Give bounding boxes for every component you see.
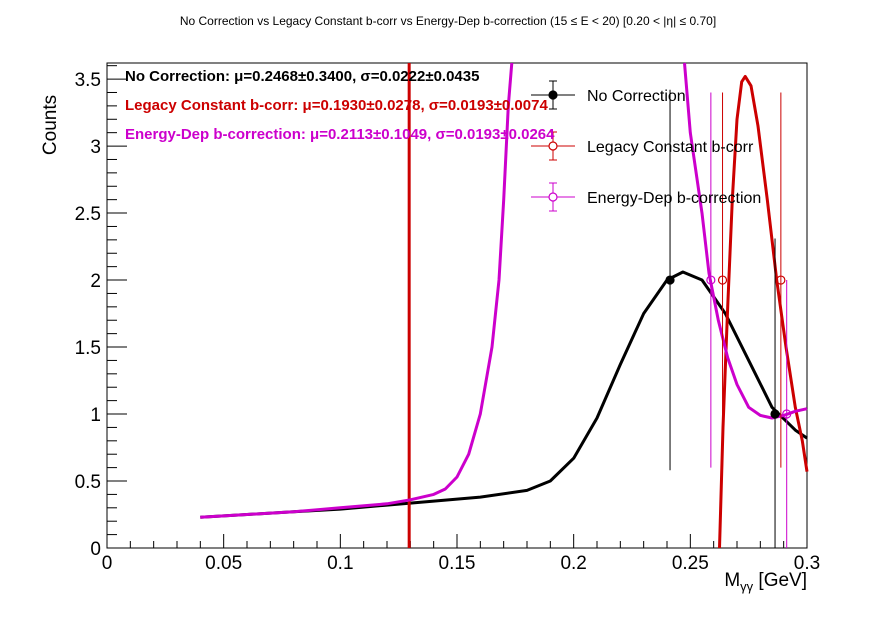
x-axis-label-unit: [GeV]: [753, 570, 807, 591]
fit-result-text: No Correction: μ=0.2468±0.3400, σ=0.0222…: [125, 68, 479, 85]
legend-marker: [548, 141, 558, 151]
fit-curve-series-1: [718, 74, 809, 549]
x-tick-label: 0: [102, 553, 113, 574]
fit-curves: [200, 62, 809, 549]
data-point: [665, 275, 675, 285]
axis-ticks: [106, 65, 808, 549]
fit-result-values: μ=0.2468±0.3400, σ=0.0222±0.0435: [234, 68, 479, 85]
x-tick-label: 0.1: [327, 553, 353, 574]
x-axis-label-subscript: γγ: [740, 579, 754, 594]
fit-result-text: Energy-Dep b-correction: μ=0.2113±0.1049…: [125, 126, 555, 143]
fit-result-label: Energy-Dep b-correction:: [125, 126, 310, 143]
x-tick-label: 0.25: [672, 553, 709, 574]
data-point: [706, 275, 716, 285]
axis-tick-labels: 0 0.05 0.1 0.15 0.2 0.25 0.3 0 0.5 1 1.5 2 2.5 3 3.5: [75, 70, 821, 574]
x-tick-label: 0.15: [439, 553, 476, 574]
data-points: [665, 89, 792, 548]
y-tick-label: 3: [90, 137, 101, 158]
fit-results: No Correction: μ=0.2468±0.3400, σ=0.0222…: [125, 68, 555, 143]
fit-result-text: Legacy Constant b-corr: μ=0.1930±0.0278,…: [125, 97, 548, 114]
fit-curve-series-2: [200, 62, 514, 519]
x-tick-label: 0.3: [794, 553, 820, 574]
fit-result-values: μ=0.1930±0.0278, σ=0.0193±0.0074: [303, 97, 549, 114]
fit-result-label: Legacy Constant b-corr:: [125, 97, 303, 114]
y-tick-label: 1: [90, 405, 101, 426]
x-axis-label: Mγγ [GeV]: [724, 570, 807, 594]
x-tick-label: 0.05: [205, 553, 242, 574]
y-tick-label: 3.5: [75, 70, 101, 91]
legend-marker: [548, 192, 558, 202]
fit-result-values: μ=0.2113±0.1049, σ=0.0193±0.0264: [310, 126, 555, 143]
chart-title: No Correction vs Legacy Constant b-corr …: [180, 14, 716, 28]
y-tick-label: 2.5: [75, 204, 101, 225]
fit-curve-series-2: [683, 62, 808, 420]
y-axis-label: Counts: [40, 95, 61, 155]
legend-entry: No Correction: [587, 88, 686, 105]
x-tick-label: 0.2: [560, 553, 586, 574]
data-point: [717, 275, 728, 285]
legend: No Correction Legacy Constant b-corr Energ…: [531, 80, 761, 212]
fit-result-label: No Correction:: [125, 68, 234, 85]
y-tick-label: 1.5: [75, 338, 101, 359]
legend-entry: Energy-Dep b-correction: [587, 190, 761, 207]
legend-marker: [548, 90, 558, 100]
data-point: [776, 275, 786, 285]
x-axis-label-main: M: [724, 570, 740, 591]
data-point: [782, 409, 792, 419]
y-tick-label: 2: [90, 271, 101, 292]
data-point: [770, 409, 780, 419]
y-tick-label: 0: [90, 539, 101, 560]
y-tick-label: 0.5: [75, 472, 101, 493]
legend-entry: Legacy Constant b-corr: [587, 139, 754, 156]
